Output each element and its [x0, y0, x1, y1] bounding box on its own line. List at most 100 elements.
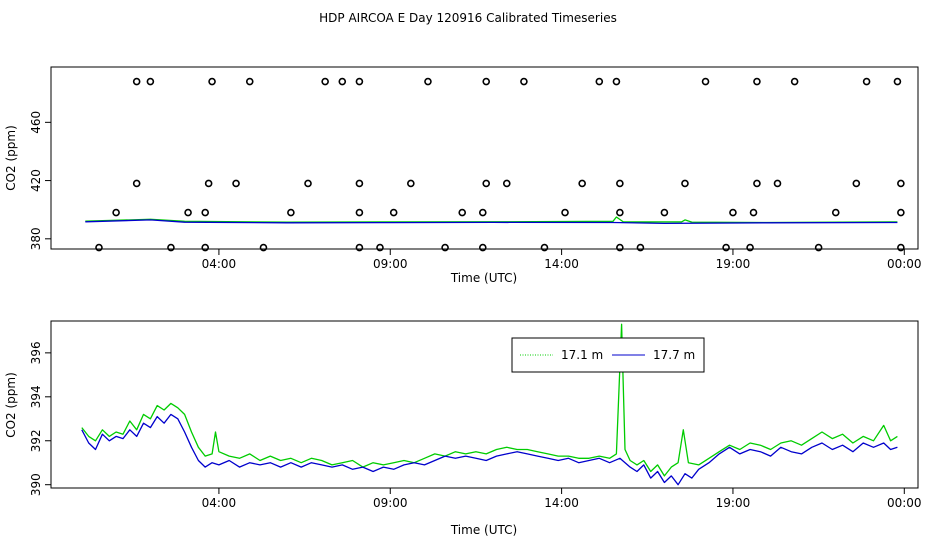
data-point	[407, 179, 415, 188]
bottom-x-axis-label: Time (UTC)	[450, 523, 517, 537]
data-point	[852, 179, 861, 188]
top-x-axis-label: Time (UTC)	[450, 271, 517, 285]
data-point	[478, 208, 487, 217]
data-point	[441, 243, 449, 252]
data-point	[389, 208, 398, 217]
y-tick-label: 460	[29, 111, 43, 134]
top-series-group	[85, 216, 898, 225]
x-tick-label: 14:00	[544, 257, 579, 271]
data-point	[259, 243, 268, 252]
data-point	[482, 179, 491, 188]
y-tick-label: 394	[29, 385, 43, 408]
top-scatter-group	[95, 77, 905, 252]
x-tick-label: 09:00	[373, 496, 408, 510]
data-point	[304, 179, 312, 188]
legend-label-17-1m: 17.1 m	[561, 348, 603, 362]
data-point	[616, 208, 624, 217]
series-line-0	[85, 216, 898, 224]
top-panel: 04:00 09:00 14:00 19:00 00:00 380 420 460 Time…	[4, 66, 922, 285]
data-point	[701, 77, 710, 86]
x-tick-label: 00:00	[887, 496, 922, 510]
data-point	[204, 179, 213, 188]
data-point	[790, 77, 799, 86]
y-tick-label: 380	[29, 227, 43, 250]
y-tick-label: 396	[29, 341, 43, 364]
series-line-1	[81, 413, 898, 486]
data-point	[660, 208, 669, 217]
x-tick-label: 04:00	[202, 257, 237, 271]
data-point	[773, 179, 782, 188]
top-y-axis-label: CO2 (ppm)	[4, 125, 18, 191]
data-point	[355, 243, 364, 252]
x-tick-label: 09:00	[373, 257, 408, 271]
legend-label-17-7m: 17.7 m	[653, 348, 695, 362]
x-tick-label: 00:00	[887, 257, 922, 271]
legend: 17.1 m 17.7 m	[511, 337, 705, 373]
bottom-panel: 04:00 09:00 14:00 19:00 00:00 390 392 394 396 T…	[4, 320, 922, 537]
data-point	[746, 243, 754, 252]
data-point	[578, 179, 586, 188]
data-point	[201, 208, 210, 217]
data-point	[897, 243, 905, 252]
data-point	[595, 77, 604, 86]
data-point	[729, 208, 737, 217]
y-tick-label: 420	[29, 169, 43, 192]
data-point	[355, 179, 364, 188]
data-point	[287, 208, 295, 217]
data-point	[478, 243, 487, 252]
data-point	[112, 208, 120, 217]
data-point	[208, 77, 216, 86]
data-point	[520, 77, 528, 86]
data-point	[862, 77, 871, 86]
data-point	[540, 243, 549, 252]
data-point	[458, 208, 467, 217]
data-point	[612, 77, 621, 86]
data-point	[482, 77, 491, 86]
data-point	[355, 208, 364, 217]
data-point	[201, 243, 210, 252]
data-point	[245, 77, 254, 86]
data-point	[146, 77, 155, 86]
data-point	[502, 179, 511, 188]
bottom-plot-frame	[50, 320, 919, 489]
data-point	[338, 77, 347, 86]
data-point	[722, 243, 730, 252]
data-point	[616, 179, 624, 188]
data-point	[753, 77, 761, 86]
y-tick-label: 390	[29, 473, 43, 496]
x-tick-label: 19:00	[716, 257, 751, 271]
legend-box	[511, 337, 705, 373]
y-tick-label: 392	[29, 429, 43, 452]
data-point	[636, 243, 645, 252]
bottom-x-axis: 04:00 09:00 14:00 19:00 00:00	[202, 488, 922, 510]
top-y-axis: 380 420 460	[29, 111, 51, 250]
top-x-axis: 04:00 09:00 14:00 19:00 00:00	[202, 249, 922, 271]
data-point	[184, 208, 192, 217]
data-point	[893, 77, 902, 86]
data-point	[681, 179, 689, 188]
bottom-y-axis: 390 392 394 396	[29, 341, 51, 496]
data-point	[321, 77, 329, 86]
bottom-series-group	[81, 323, 898, 486]
x-tick-label: 19:00	[716, 496, 751, 510]
data-point	[424, 77, 432, 86]
data-point	[753, 179, 761, 188]
data-point	[355, 77, 364, 86]
data-point	[831, 208, 840, 217]
data-point	[95, 243, 103, 252]
data-point	[132, 77, 141, 86]
top-plot-frame	[50, 66, 919, 250]
data-point	[749, 208, 758, 217]
data-point	[814, 243, 823, 252]
data-point	[897, 179, 905, 188]
x-tick-label: 04:00	[202, 496, 237, 510]
x-tick-label: 14:00	[544, 496, 579, 510]
series-line-0	[81, 323, 898, 477]
data-point	[376, 243, 384, 252]
data-point	[561, 208, 569, 217]
data-point	[616, 243, 624, 252]
series-line-1	[85, 219, 898, 225]
data-point	[132, 179, 141, 188]
